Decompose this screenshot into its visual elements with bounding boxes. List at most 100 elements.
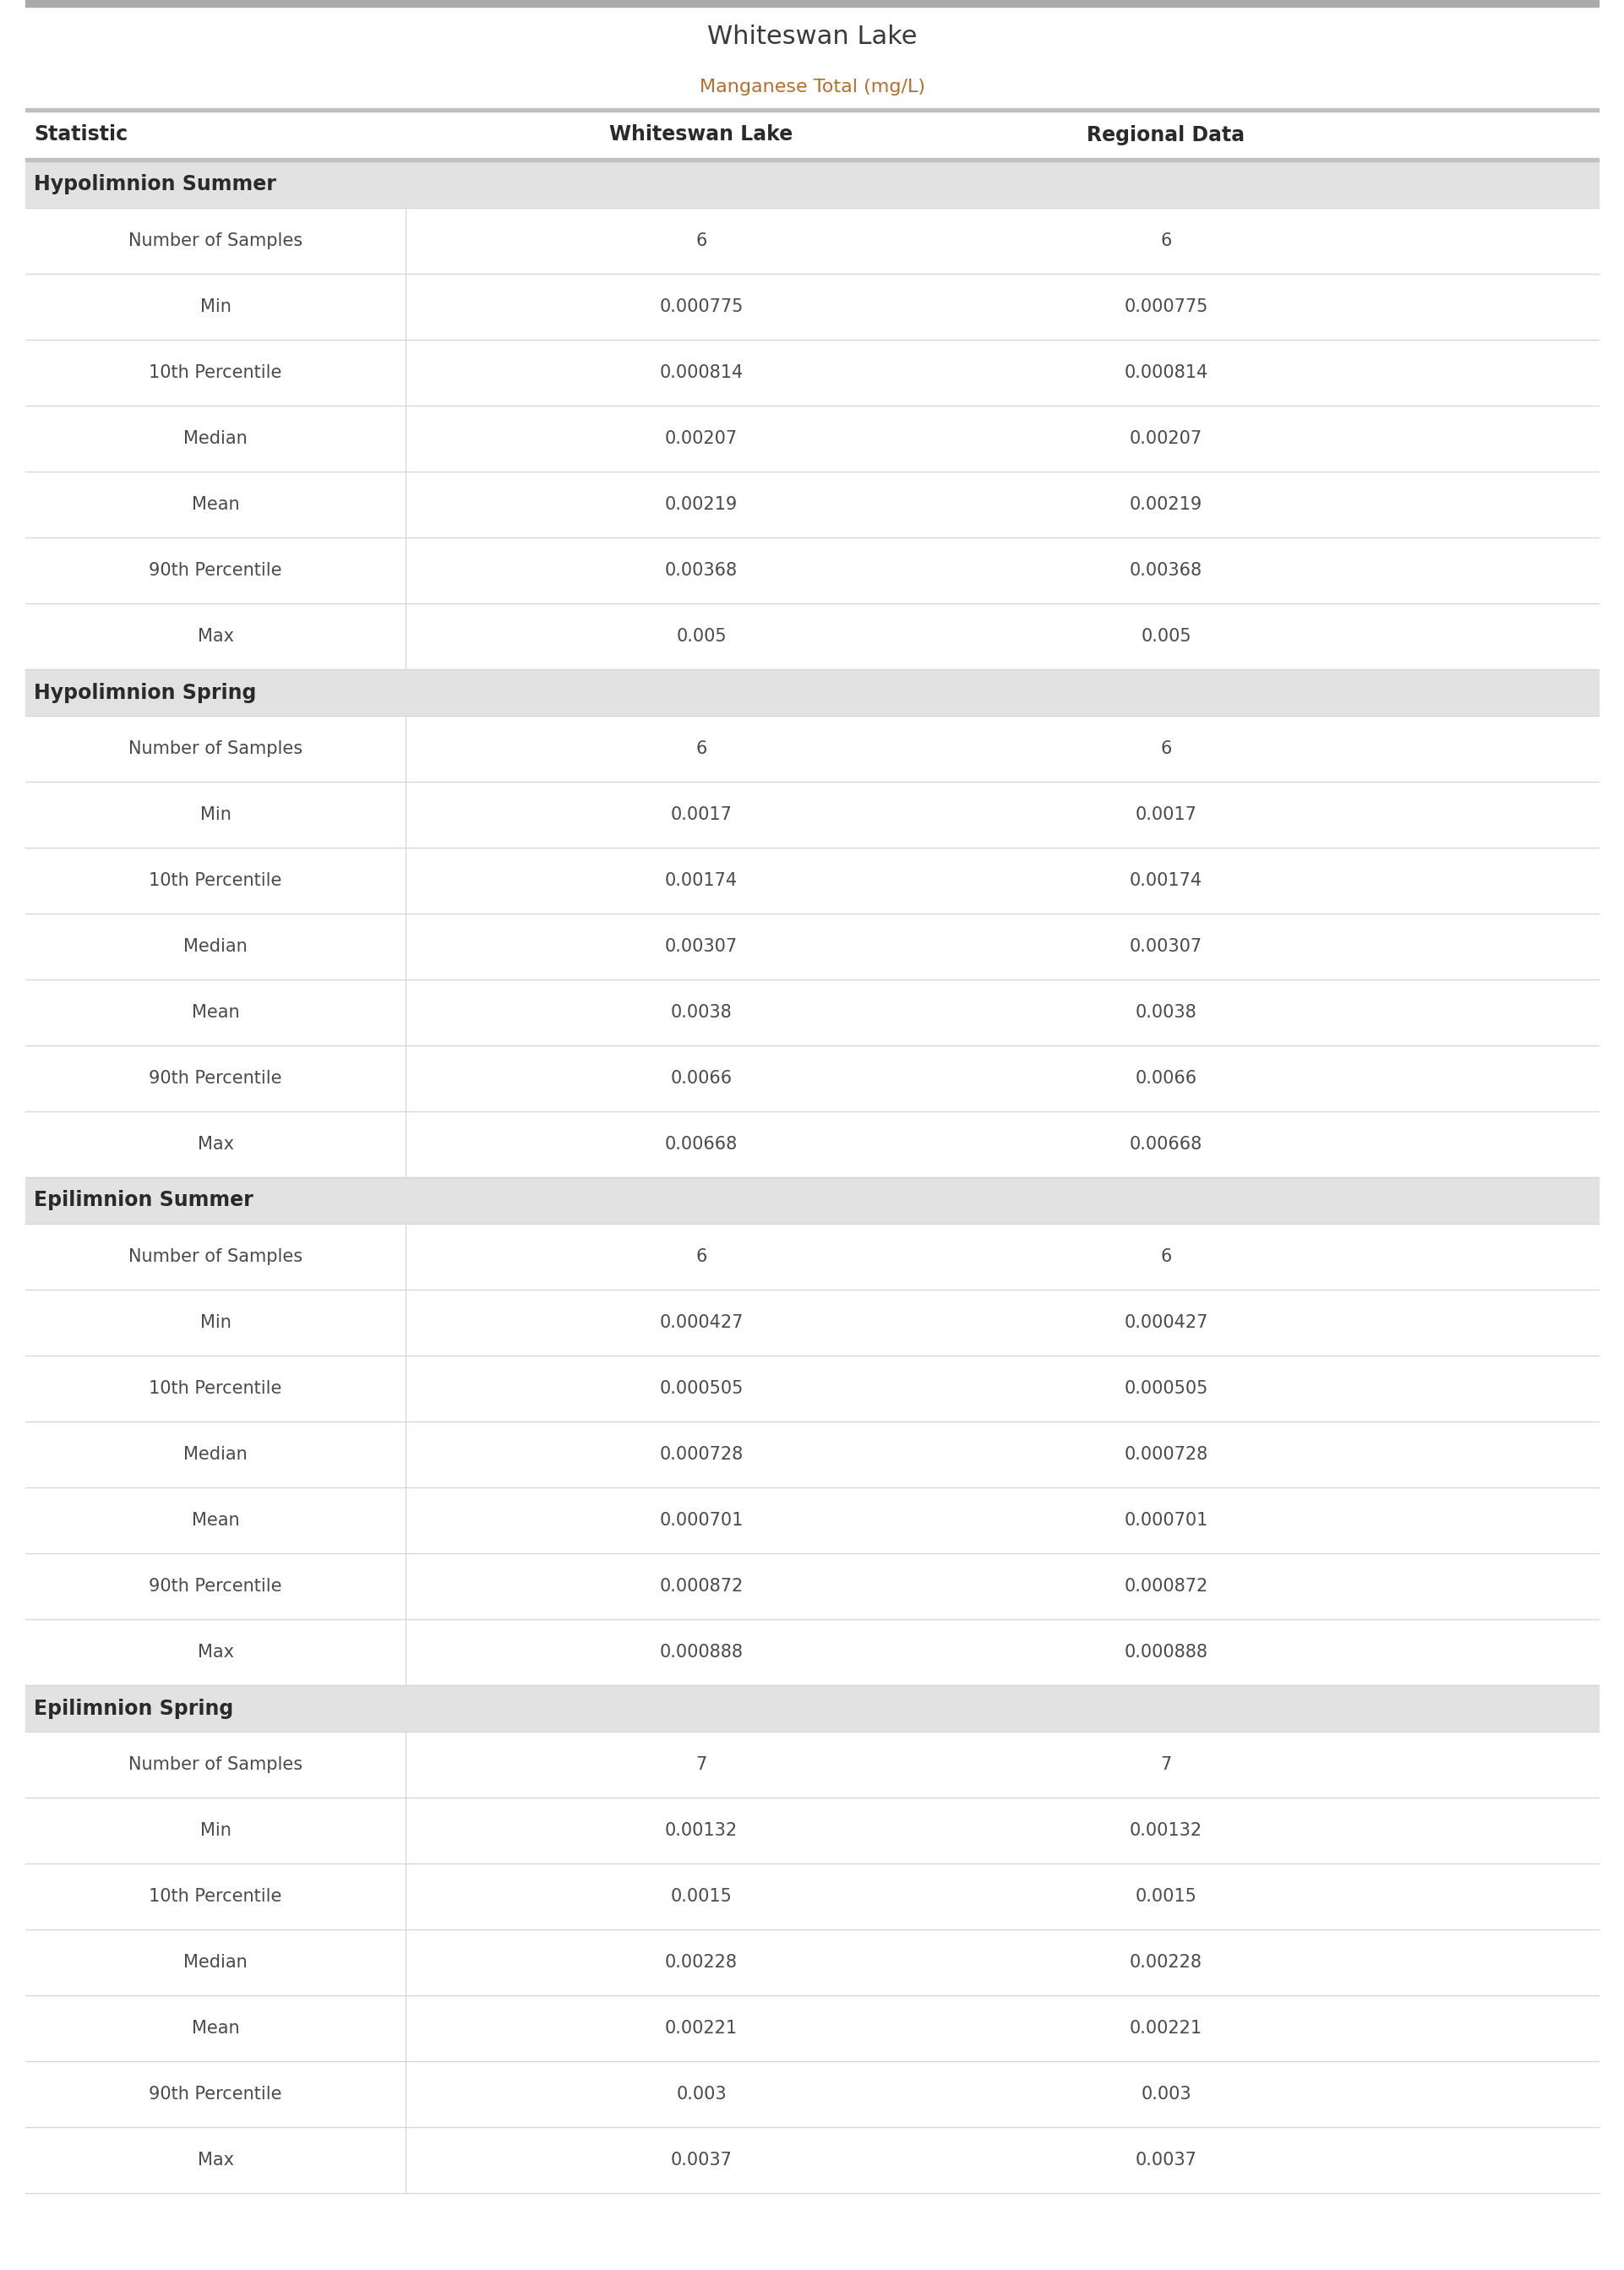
Text: Max: Max (197, 2152, 234, 2168)
Text: Epilimnion Summer: Epilimnion Summer (34, 1189, 253, 1210)
Text: 6: 6 (1161, 1249, 1171, 1264)
Text: 10th Percentile: 10th Percentile (149, 363, 283, 381)
Text: Regional Data: Regional Data (1086, 125, 1246, 145)
Text: 90th Percentile: 90th Percentile (149, 1578, 283, 1596)
Text: Hypolimnion Spring: Hypolimnion Spring (34, 683, 257, 704)
Bar (26, 538, 1598, 604)
Text: Number of Samples: Number of Samples (128, 1757, 302, 1773)
Text: 90th Percentile: 90th Percentile (149, 1069, 283, 1087)
Text: 0.000872: 0.000872 (1124, 1578, 1208, 1596)
Text: Number of Samples: Number of Samples (128, 232, 302, 250)
Bar (26, 1421, 1598, 1487)
Text: 0.0017: 0.0017 (671, 806, 732, 824)
Text: 0.0038: 0.0038 (1135, 1003, 1197, 1022)
Text: 0.00228: 0.00228 (1130, 1954, 1202, 1970)
Text: Median: Median (184, 938, 247, 956)
Bar (26, 340, 1598, 406)
Text: Number of Samples: Number of Samples (128, 1249, 302, 1264)
Text: 0.000872: 0.000872 (659, 1578, 744, 1596)
Text: 0.00307: 0.00307 (1130, 938, 1202, 956)
Text: 0.0066: 0.0066 (1135, 1069, 1197, 1087)
Text: 0.00132: 0.00132 (664, 1823, 737, 1839)
Text: 0.000427: 0.000427 (659, 1314, 744, 1330)
Text: 0.00207: 0.00207 (1130, 431, 1202, 447)
Text: 0.00174: 0.00174 (664, 872, 737, 890)
Text: 0.005: 0.005 (1140, 629, 1192, 645)
Bar (26, 1487, 1598, 1553)
Bar (26, 1995, 1598, 2061)
Text: 0.00228: 0.00228 (664, 1954, 737, 1970)
Text: 0.000775: 0.000775 (659, 297, 744, 316)
Text: 0.000505: 0.000505 (1124, 1380, 1208, 1396)
Text: 0.0066: 0.0066 (671, 1069, 732, 1087)
Text: Median: Median (184, 431, 247, 447)
Text: 0.00132: 0.00132 (1130, 1823, 1202, 1839)
Bar (26, 109, 1598, 111)
Bar (26, 1178, 1598, 1224)
Text: 90th Percentile: 90th Percentile (149, 563, 283, 579)
Bar (26, 847, 1598, 913)
Text: 0.00368: 0.00368 (664, 563, 737, 579)
Text: Hypolimnion Summer: Hypolimnion Summer (34, 175, 276, 195)
Text: 0.000427: 0.000427 (1124, 1314, 1208, 1330)
Text: 10th Percentile: 10th Percentile (149, 872, 283, 890)
Text: 0.000505: 0.000505 (659, 1380, 744, 1396)
Bar (26, 670, 1598, 715)
Text: 7: 7 (695, 1757, 706, 1773)
Text: 0.0015: 0.0015 (1135, 1889, 1197, 1905)
Text: Median: Median (184, 1954, 247, 1970)
Text: 10th Percentile: 10th Percentile (149, 1889, 283, 1905)
Text: 0.000888: 0.000888 (1124, 1643, 1208, 1662)
Text: 0.00207: 0.00207 (664, 431, 737, 447)
Bar (26, 1289, 1598, 1355)
Text: 0.0037: 0.0037 (671, 2152, 732, 2168)
Text: 0.00174: 0.00174 (1130, 872, 1202, 890)
Text: 0.00668: 0.00668 (664, 1135, 737, 1153)
Text: 6: 6 (695, 232, 706, 250)
Bar (26, 604, 1598, 670)
Bar (26, 1619, 1598, 1684)
Text: 0.00668: 0.00668 (1130, 1135, 1202, 1153)
Text: Whiteswan Lake: Whiteswan Lake (609, 125, 793, 145)
Bar (26, 913, 1598, 978)
Bar (26, 1864, 1598, 1930)
Text: 0.000888: 0.000888 (659, 1643, 744, 1662)
Text: 0.00219: 0.00219 (664, 497, 737, 513)
Text: Min: Min (200, 1314, 231, 1330)
Text: 0.00368: 0.00368 (1130, 563, 1202, 579)
Bar (26, 781, 1598, 847)
Text: Mean: Mean (192, 1512, 239, 1528)
Text: 0.000814: 0.000814 (659, 363, 744, 381)
Bar (26, 1224, 1598, 1289)
Text: 90th Percentile: 90th Percentile (149, 2086, 283, 2102)
Bar (26, 472, 1598, 538)
Bar (26, 159, 1598, 161)
Text: Median: Median (184, 1446, 247, 1462)
Text: Max: Max (197, 629, 234, 645)
Bar (26, 1112, 1598, 1178)
Text: 0.000728: 0.000728 (1124, 1446, 1208, 1462)
Text: 6: 6 (1161, 740, 1171, 758)
Bar (26, 1553, 1598, 1619)
Text: 0.00307: 0.00307 (664, 938, 737, 956)
Bar (26, 1684, 1598, 1732)
Text: 0.0038: 0.0038 (671, 1003, 732, 1022)
Bar (26, 1355, 1598, 1421)
Text: 0.000775: 0.000775 (1124, 297, 1208, 316)
Text: Mean: Mean (192, 497, 239, 513)
Bar (26, 209, 1598, 275)
Bar (26, 406, 1598, 472)
Text: 0.005: 0.005 (676, 629, 726, 645)
Text: Min: Min (200, 1823, 231, 1839)
Text: 0.00221: 0.00221 (1130, 2020, 1202, 2036)
Text: 0.00219: 0.00219 (1130, 497, 1202, 513)
Text: 0.0015: 0.0015 (671, 1889, 732, 1905)
Text: Mean: Mean (192, 1003, 239, 1022)
Text: Number of Samples: Number of Samples (128, 740, 302, 758)
Bar (26, 275, 1598, 340)
Bar (26, 1798, 1598, 1864)
Text: 0.000701: 0.000701 (659, 1512, 744, 1528)
Bar (26, 161, 1598, 209)
Text: Whiteswan Lake: Whiteswan Lake (706, 25, 918, 48)
Bar (26, 715, 1598, 781)
